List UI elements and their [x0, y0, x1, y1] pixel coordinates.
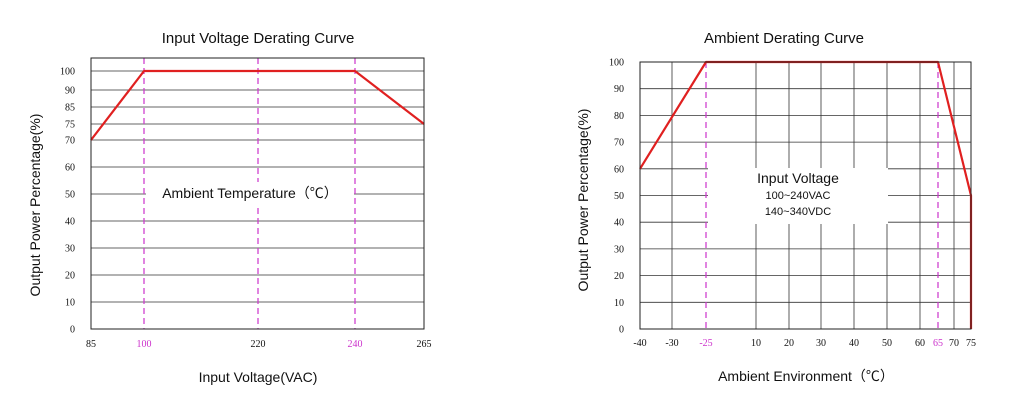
chart1-y-tick-label: 85 — [65, 103, 75, 114]
chart1-y-tick-label: 50 — [65, 190, 75, 201]
chart2-x-ticks: -40 -30 -25 10 20 30 40 50 60 65 70 75 — [633, 338, 976, 349]
chart1-x-tick-label: 265 — [417, 339, 432, 350]
chart2-x-tick-label: 20 — [784, 338, 794, 349]
chart2-x-tick-label: 75 — [966, 338, 976, 349]
chart1-y-tick-label: 30 — [65, 244, 75, 255]
chart1-x-tick-label: 85 — [86, 339, 96, 350]
chart2-y-tick-label: 40 — [614, 218, 624, 229]
chart2-x-tick-label: 10 — [751, 338, 761, 349]
chart1-plot-frame — [90, 57, 425, 330]
chart2-annotation-line-1: 100~240VAC — [766, 190, 831, 202]
chart2-x-tick-label: 60 — [915, 338, 925, 349]
chart2-x-axis-title: Ambient Environment（℃） — [718, 368, 894, 384]
ambient-derating-chart: Ambient Derating Curve Output Power Perc… — [575, 30, 976, 384]
chart1-y-tick-label: 20 — [65, 271, 75, 282]
chart2-x-tick-label: 50 — [882, 338, 892, 349]
chart1-x-axis-title: Input Voltage(VAC) — [199, 369, 318, 385]
chart1-y-tick-label: 90 — [65, 86, 75, 97]
chart2-y-tick-label: 0 — [619, 325, 624, 336]
chart2-y-tick-label: 100 — [609, 58, 624, 69]
chart1-x-tick-label: 220 — [251, 339, 266, 350]
chart2-x-tick-label: 30 — [816, 338, 826, 349]
chart2-y-tick-label: 70 — [614, 138, 624, 149]
chart1-y-tick-label: 60 — [65, 163, 75, 174]
chart2-title: Ambient Derating Curve — [704, 30, 864, 47]
chart1-y-tick-label: 0 — [70, 325, 75, 336]
chart1-y-ticks: 0 10 20 30 40 50 60 70 75 85 90 100 — [60, 67, 75, 336]
chart1-y-axis-title: Output Power Percentage(%) — [27, 114, 43, 297]
chart1-series-line — [90, 69, 425, 141]
chart2-y-tick-label: 60 — [614, 164, 624, 175]
chart1-y-tick-label: 10 — [65, 298, 75, 309]
chart2-y-tick-label: 30 — [614, 244, 624, 255]
chart2-x-tick-label: -30 — [665, 338, 678, 349]
chart1-y-tick-label: 40 — [65, 217, 75, 228]
chart2-plot-frame — [639, 61, 972, 330]
chart2-x-tick-label: 70 — [949, 338, 959, 349]
chart1-x-tick-label: 100 — [137, 339, 152, 350]
chart2-annotation-box — [708, 168, 888, 224]
chart2-x-tick-label: -25 — [699, 338, 712, 349]
chart2-x-tick-label: -40 — [633, 338, 646, 349]
chart2-y-tick-label: 10 — [614, 298, 624, 309]
chart2-x-tick-label: 65 — [933, 338, 943, 349]
chart1-y-tick-label: 70 — [65, 136, 75, 147]
chart2-x-tick-label: 40 — [849, 338, 859, 349]
chart1-y-tick-label: 75 — [65, 120, 75, 131]
chart2-y-ticks: 0 10 20 30 40 50 60 70 80 90 100 — [609, 58, 624, 336]
chart2-y-tick-label: 20 — [614, 271, 624, 282]
chart1-annotation: Ambient Temperature（℃） — [162, 185, 338, 201]
chart2-annotation-line-2: 140~340VDC — [765, 206, 831, 218]
chart2-y-axis-title: Output Power Percentage(%) — [575, 109, 591, 292]
chart2-y-tick-label: 50 — [614, 191, 624, 202]
chart2-annotation-title: Input Voltage — [757, 170, 839, 186]
chart1-annotation-box — [146, 182, 354, 204]
chart2-y-tick-label: 90 — [614, 84, 624, 95]
chart1-y-tick-label: 100 — [60, 67, 75, 78]
chart1-title: Input Voltage Derating Curve — [162, 30, 355, 47]
chart2-y-tick-label: 80 — [614, 111, 624, 122]
chart1-x-tick-label: 240 — [348, 339, 363, 350]
chart2-dashed-guides — [705, 62, 939, 329]
input-voltage-derating-chart: Input Voltage Derating Curve Output Powe… — [27, 30, 432, 385]
chart1-x-ticks: 85 100 220 240 265 — [86, 339, 432, 350]
